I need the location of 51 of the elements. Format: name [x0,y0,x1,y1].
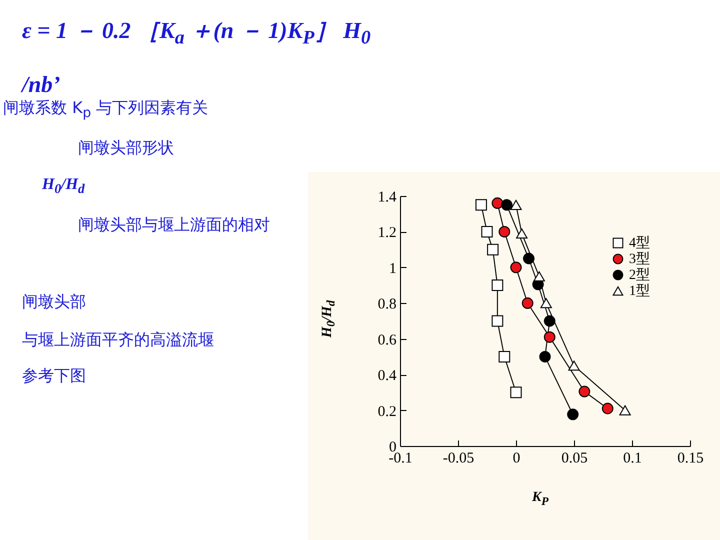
chart-title: ε = 1 － 0.2 ［K$_{a}$ ＋(n － 1)K$_{P}$］ H$_{0}$ /nb’ [22,18,371,97]
point [533,271,545,282]
point [539,350,551,362]
point [487,244,499,256]
point [510,386,522,398]
point [500,199,512,211]
y-tick-label: 1.4 [378,190,397,206]
x-tick-label: 0 [512,450,520,466]
point [567,408,579,420]
y-tick-label: 1.2 [378,225,396,242]
x-tick-label: -0.1 [388,450,412,466]
point [492,197,504,209]
text: 闸墩头部与堰上游面的相对 [78,215,270,236]
text: 与堰上游面平齐的高溢流堰 [22,330,214,351]
legend-label: 2型 [629,267,650,283]
point [510,262,522,274]
y-tick-label: 0.2 [378,404,396,420]
point [516,228,528,239]
y-tick-label: 1 [389,260,396,277]
point [498,350,510,362]
text: 闸墩头部形状 [78,138,174,159]
x-tick-label: 0.1 [623,450,642,466]
y-tick-label: 0.6 [378,332,397,348]
x-tick-label: -0.05 [442,450,474,466]
point [578,386,590,398]
text: 参考下图 [22,366,86,387]
point [544,315,556,327]
y-tick-label: 0.8 [378,296,396,313]
legend-label: 4型 [629,235,650,251]
point [523,252,535,264]
point [568,360,580,371]
point [602,402,614,414]
text: 闸墩系数 K$_{p}$ 与下列因素有关 [3,98,208,122]
point [544,331,556,343]
x-axis-title: K$_{P}$ [532,490,548,508]
point [481,226,493,238]
point [492,280,504,292]
point [619,405,631,416]
text: H$_{0}$/H$_{d}$ [42,176,85,198]
point [522,297,534,309]
legend-label: 3型 [629,251,650,267]
y-tick-label: 0.4 [378,368,397,384]
point [475,199,487,211]
x-tick-label: 0.05 [561,450,588,466]
legend-label: 1型 [629,283,650,299]
point [540,298,552,308]
point [498,226,510,238]
x-tick-label: 0.15 [677,450,704,466]
point [492,315,504,327]
point [510,200,522,210]
text: 闸墩头部 [22,292,86,313]
